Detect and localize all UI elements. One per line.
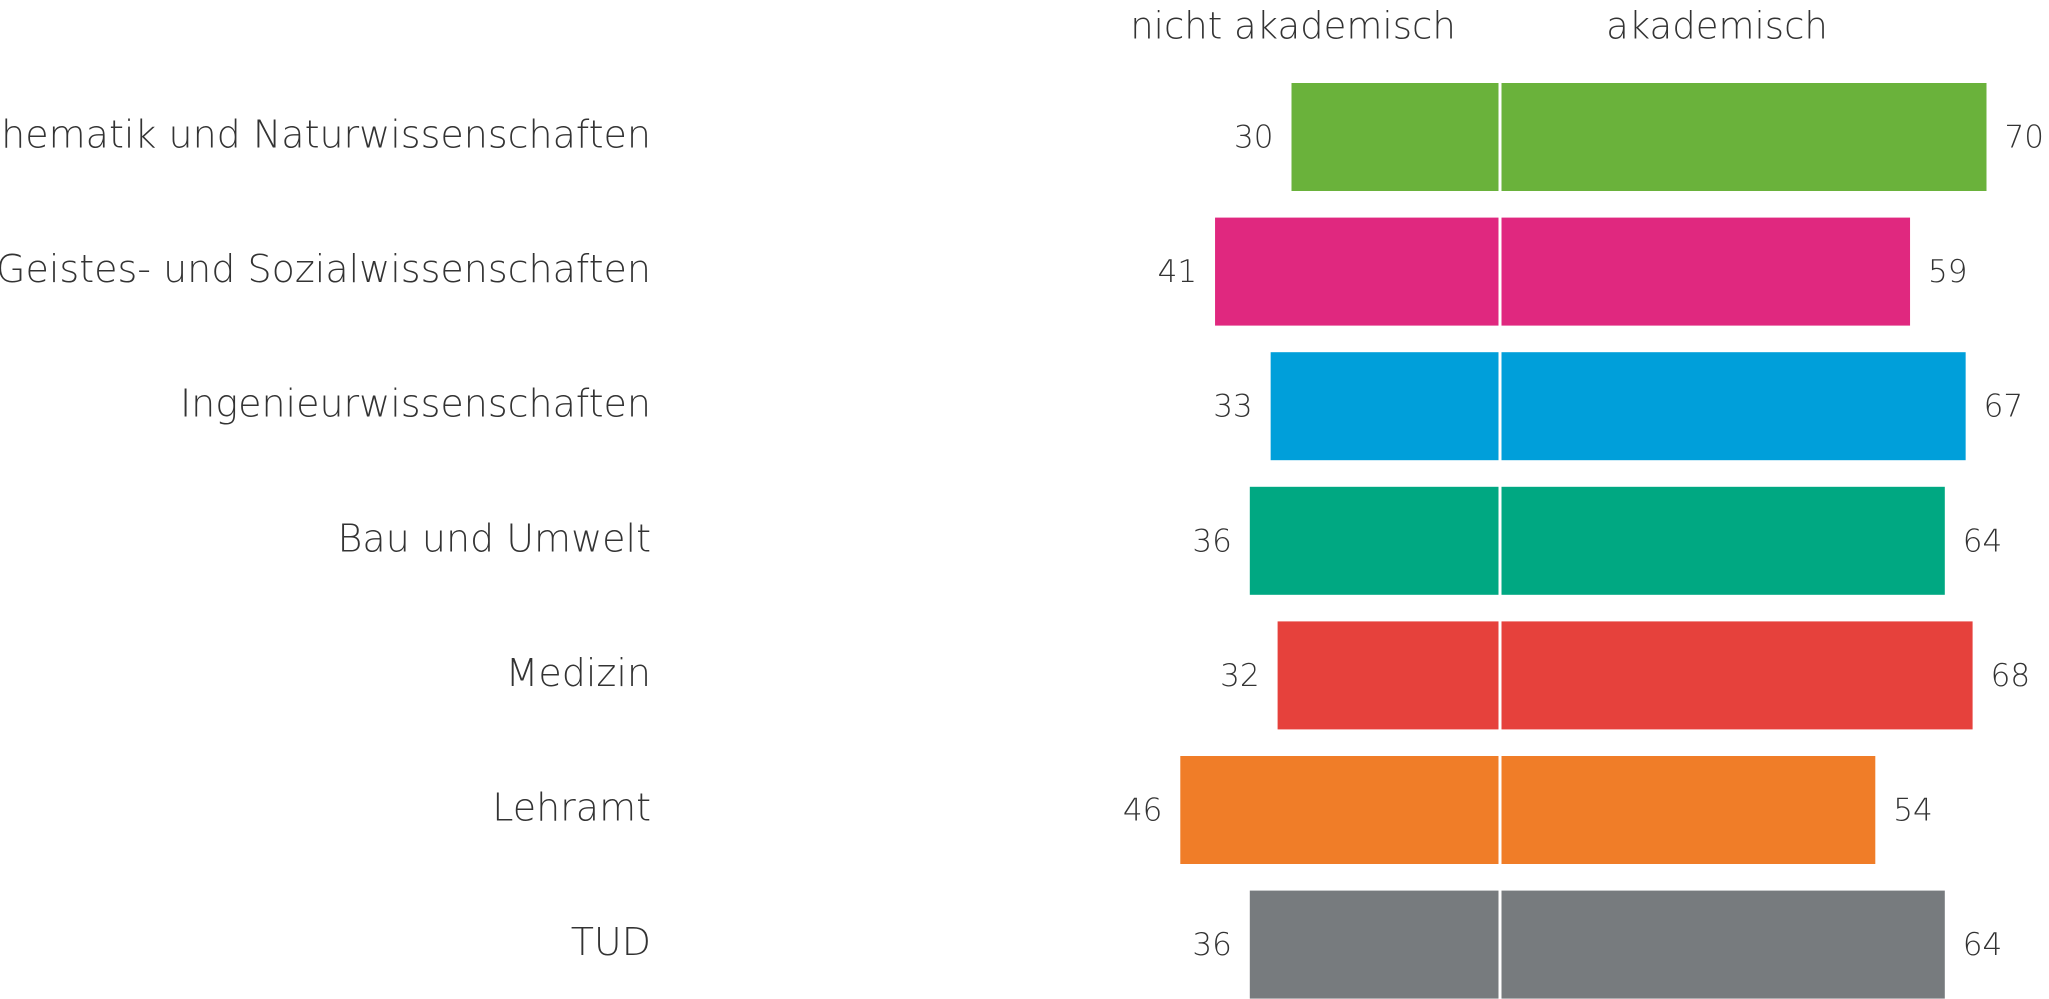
value-label: 46	[1123, 793, 1162, 829]
bar	[1500, 621, 1973, 730]
value-label: 64	[1963, 927, 2002, 963]
value-label: 64	[1963, 523, 2002, 559]
value-label: 36	[1192, 523, 1231, 559]
bar	[1249, 890, 1500, 999]
value-label: 59	[1928, 254, 1967, 290]
value-label: 30	[1234, 120, 1273, 156]
value-label: 54	[1893, 793, 1932, 829]
legend-label: nicht akademisch	[1130, 5, 1456, 48]
value-label: 70	[2005, 120, 2044, 156]
category-label: Ingenieurwissenschaften	[180, 382, 651, 426]
bar	[1500, 352, 1966, 461]
bar	[1270, 352, 1500, 461]
bar	[1500, 83, 1987, 191]
category-label: Bau und Umwelt	[338, 516, 651, 560]
value-label: 32	[1220, 658, 1259, 694]
bar	[1180, 756, 1500, 864]
category-label: Medizin	[506, 651, 651, 695]
value-label: 67	[1984, 389, 2023, 425]
bar	[1249, 486, 1500, 595]
divider	[1498, 83, 1502, 999]
bar	[1215, 217, 1500, 326]
bar	[1500, 890, 1945, 999]
bar	[1291, 83, 1500, 191]
category-label: TUD	[571, 920, 651, 964]
category-label: Mathematik und Naturwissenschaften	[0, 113, 651, 157]
value-label: 33	[1213, 389, 1252, 425]
legend-label: akademisch	[1606, 5, 1828, 48]
value-label: 41	[1158, 254, 1197, 290]
value-label: 36	[1192, 927, 1231, 963]
bar	[1277, 621, 1500, 730]
category-label: Geistes- und Sozialwissenschaften	[0, 247, 651, 291]
bar	[1500, 486, 1945, 595]
bar	[1500, 756, 1876, 864]
category-label: Lehramt	[492, 786, 651, 830]
value-label: 68	[1991, 658, 2030, 694]
bar	[1500, 217, 1911, 326]
